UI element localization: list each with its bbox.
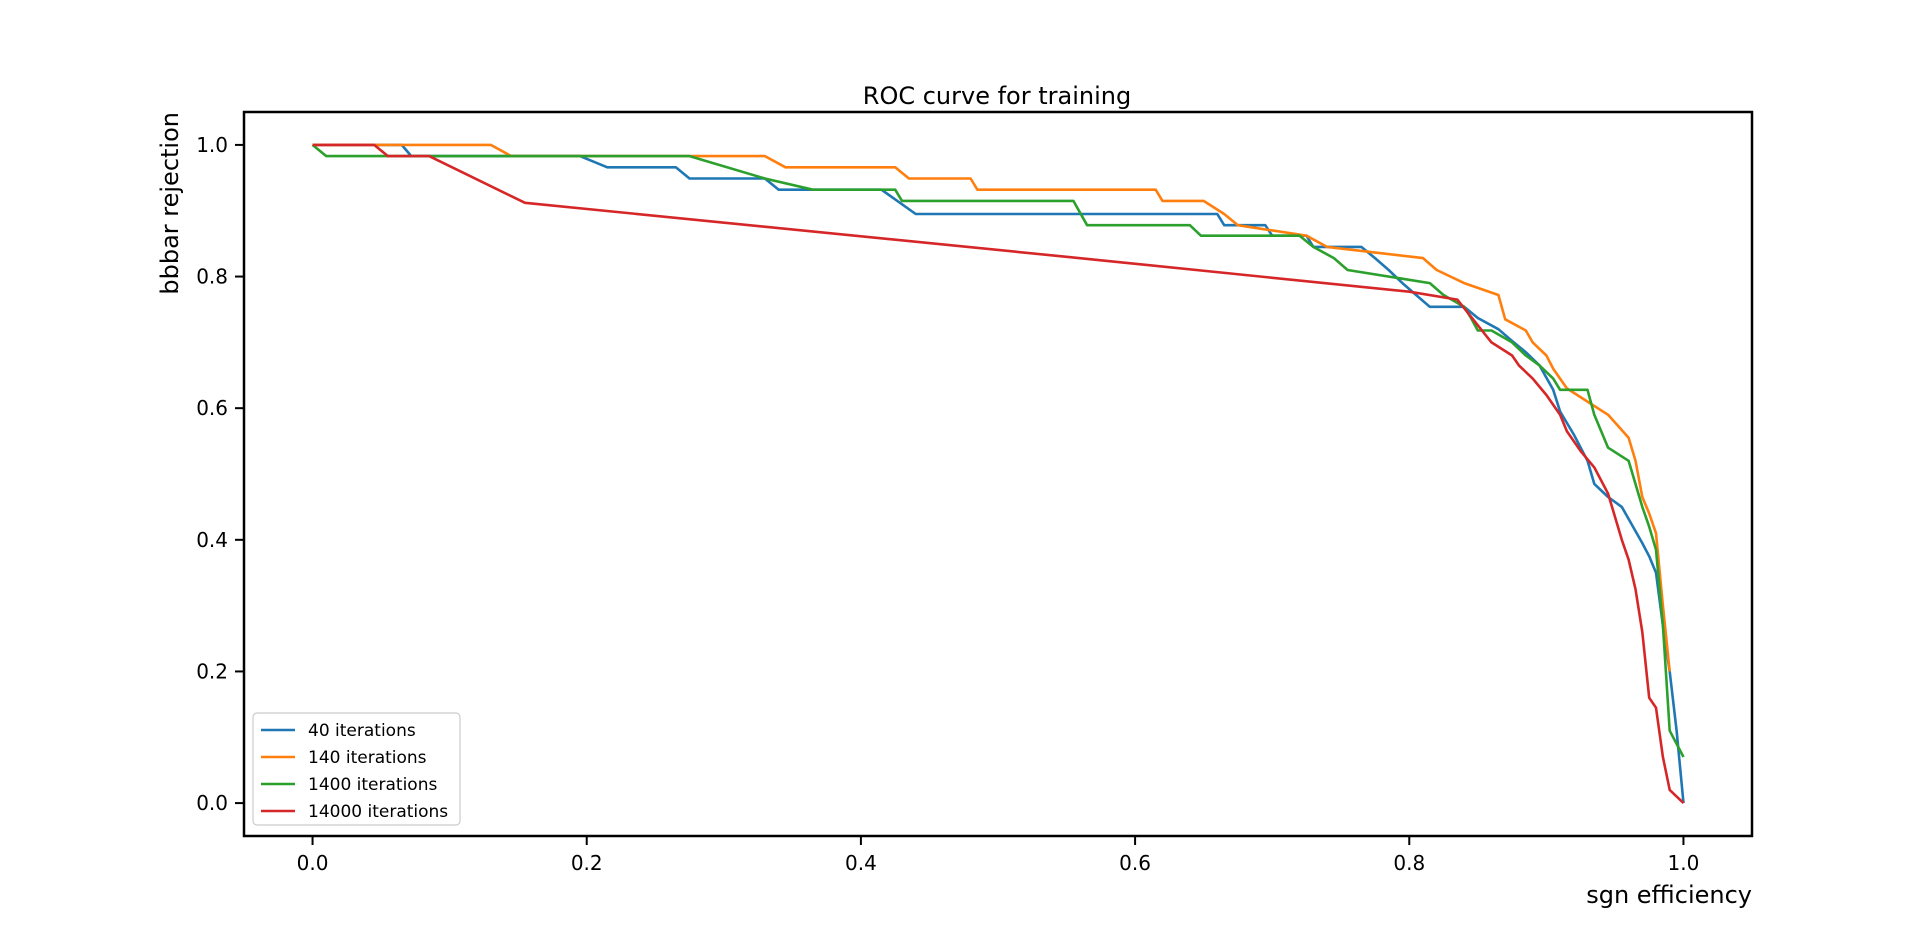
series-layer	[311, 143, 1685, 805]
x-tick-label: 0.2	[571, 851, 603, 875]
y-tick-label: 0.0	[196, 791, 228, 815]
ticks-layer: 0.0 0.2 0.4 0.6 0.8 1.0 0.0 0.2 0.4 0.6 0.8 1.0	[196, 133, 1699, 875]
legend-box	[252, 712, 461, 826]
x-tick-label: 1.0	[1668, 851, 1700, 875]
legend-label: 140 iterations	[308, 748, 427, 768]
x-tick-label: 0.6	[1119, 851, 1151, 875]
plot-frame	[242, 110, 1754, 838]
x-tick-label: 0.0	[297, 851, 329, 875]
x-tick-label: 0.8	[1393, 851, 1425, 875]
y-tick-label: 0.4	[196, 528, 228, 552]
series-line-1	[312, 143, 1685, 804]
series-line-2	[312, 143, 1671, 672]
y-tick-label: 0.6	[196, 396, 228, 420]
legend-label: 40 iterations	[308, 721, 416, 741]
y-tick-label: 0.2	[196, 659, 228, 683]
series-line-4	[312, 143, 1685, 805]
chart-title: ROC curve for training	[863, 82, 1131, 110]
legend: 40 iterations 140 iterations 1400 iteratio…	[252, 712, 461, 826]
y-tick-label: 1.0	[196, 133, 228, 157]
series-line-3	[311, 143, 1685, 758]
x-axis-label: sgn efficiency	[1586, 881, 1752, 909]
y-axis-label: bbbar rejection	[156, 112, 184, 295]
x-tick-label: 0.4	[845, 851, 877, 875]
y-tick-label: 0.8	[196, 265, 228, 289]
legend-label: 1400 iterations	[308, 775, 437, 795]
legend-label: 14000 iterations	[308, 802, 448, 822]
